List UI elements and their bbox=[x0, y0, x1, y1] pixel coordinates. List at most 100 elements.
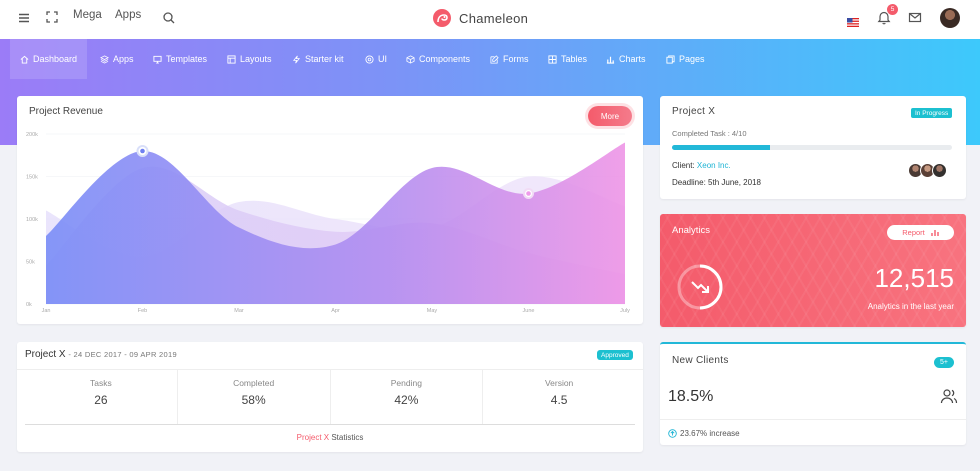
nav-item-layouts[interactable]: Layouts bbox=[227, 39, 272, 79]
fullscreen-icon[interactable] bbox=[45, 10, 59, 24]
data-point-dot bbox=[140, 148, 145, 154]
home-icon bbox=[20, 55, 29, 64]
deadline-value: 5th June, 2018 bbox=[708, 178, 761, 187]
footer-highlight[interactable]: Project X bbox=[296, 433, 330, 442]
menu-icon[interactable] bbox=[17, 11, 31, 25]
series-area bbox=[46, 142, 625, 304]
chameleon-logo-icon bbox=[432, 8, 452, 28]
analytics-title: Analytics bbox=[672, 225, 711, 236]
layers-icon bbox=[100, 54, 109, 64]
nav-item-templates[interactable]: Templates bbox=[153, 39, 207, 79]
nav-label: Components bbox=[419, 54, 471, 64]
users-icon bbox=[940, 389, 958, 404]
new-clients-card: New Clients 5+ 18.5% 23.67% increase bbox=[660, 342, 966, 445]
search-icon[interactable] bbox=[162, 11, 176, 25]
nav-label: Templates bbox=[166, 54, 208, 64]
nav-label: Tables bbox=[561, 54, 588, 64]
project-x-card: Project X In Progress Completed Task : 4… bbox=[660, 96, 966, 199]
nav-label: Forms bbox=[503, 54, 529, 64]
nav-item-ui[interactable]: UI bbox=[365, 39, 387, 79]
client-label: Client: bbox=[672, 161, 695, 170]
nav-item-apps[interactable]: Apps bbox=[100, 39, 134, 79]
project-dates: - 24 DEC 2017 - 09 APR 2019 bbox=[68, 350, 177, 359]
apps-menu-link[interactable]: Apps bbox=[115, 9, 142, 21]
nav-label: Dashboard bbox=[33, 54, 78, 64]
nav-item-dashboard[interactable]: Dashboard bbox=[10, 39, 88, 79]
notification-badge: 5 bbox=[887, 4, 898, 15]
aperture-icon bbox=[365, 54, 374, 64]
bar-chart-icon bbox=[606, 56, 615, 64]
report-button[interactable]: Report bbox=[887, 225, 954, 240]
report-label: Report bbox=[902, 228, 925, 237]
revenue-title: Project Revenue bbox=[29, 106, 103, 117]
increase-row: 23.67% increase bbox=[668, 429, 740, 438]
copy-icon bbox=[666, 54, 675, 64]
mail-icon[interactable] bbox=[908, 11, 922, 24]
flag-us-icon[interactable] bbox=[847, 14, 859, 27]
analytics-subtitle: Analytics in the last year bbox=[867, 302, 954, 311]
project-name: Project X bbox=[25, 349, 66, 360]
footer-text: Statistics bbox=[331, 433, 364, 442]
stat-tasks: Tasks 26 bbox=[25, 370, 178, 424]
nav-label: Charts bbox=[619, 54, 646, 64]
stat-completed: Completed 58% bbox=[178, 370, 331, 424]
client-row: Client: Xeon Inc. bbox=[672, 161, 731, 170]
nav-label: Layouts bbox=[240, 54, 272, 64]
nav-item-tables[interactable]: Tables bbox=[548, 39, 587, 79]
divider bbox=[17, 369, 643, 370]
progress-bar bbox=[672, 145, 952, 150]
user-avatar[interactable] bbox=[940, 8, 960, 28]
avatar[interactable] bbox=[932, 163, 947, 178]
analytics-value: 12,515 bbox=[874, 263, 954, 293]
deadline-label: Deadline: bbox=[672, 178, 706, 187]
y-tick-label: 100k bbox=[26, 217, 38, 223]
nav-item-charts[interactable]: Charts bbox=[606, 39, 646, 79]
stat-value: 26 bbox=[94, 393, 108, 407]
stat-pending: Pending 42% bbox=[331, 370, 484, 424]
nav-item-pages[interactable]: Pages bbox=[666, 39, 705, 79]
y-tick-label: 150k bbox=[26, 175, 38, 181]
new-clients-value: 18.5% bbox=[668, 388, 714, 405]
trending-down-icon bbox=[677, 264, 723, 310]
statistics-footer: Project X Statistics bbox=[17, 433, 643, 442]
nav-label: Starter kit bbox=[305, 54, 344, 64]
project-title: Project X bbox=[672, 106, 716, 117]
revenue-area-chart: 0k 50k 100k 150k 200k Jan Feb Mar Apr May June Jul… bbox=[26, 132, 630, 314]
x-tick-label: Feb bbox=[138, 308, 147, 314]
y-tick-label: 200k bbox=[26, 132, 38, 138]
x-tick-label: June bbox=[523, 308, 535, 314]
top-bar: Mega Apps Chameleon 5 bbox=[0, 0, 980, 39]
team-avatars bbox=[908, 163, 947, 178]
data-point-dot bbox=[526, 191, 531, 196]
analytics-card: Analytics Report 12,515 Analytics in the… bbox=[660, 214, 966, 327]
bar-chart-icon bbox=[931, 230, 939, 236]
nav-item-starter-kit[interactable]: Starter kit bbox=[292, 39, 344, 79]
stat-version: Version 4.5 bbox=[483, 370, 635, 424]
client-link[interactable]: Xeon Inc. bbox=[696, 161, 731, 170]
edit-icon bbox=[490, 54, 499, 64]
stat-label: Pending bbox=[390, 378, 422, 388]
nav-item-forms[interactable]: Forms bbox=[490, 39, 529, 79]
mega-menu-link[interactable]: Mega bbox=[73, 9, 102, 21]
progress-bar-fill bbox=[672, 145, 770, 150]
layout-icon bbox=[227, 54, 236, 64]
nav-label: UI bbox=[378, 54, 387, 64]
brand-name: Chameleon bbox=[459, 10, 529, 26]
new-clients-title: New Clients bbox=[672, 355, 729, 366]
stat-value: 4.5 bbox=[550, 393, 568, 407]
grid-icon bbox=[548, 54, 557, 64]
zap-icon bbox=[292, 55, 301, 63]
bell-icon[interactable] bbox=[877, 10, 891, 25]
x-tick-label: July bbox=[620, 308, 630, 314]
divider bbox=[25, 424, 635, 425]
more-button[interactable]: More bbox=[588, 106, 632, 126]
main-nav: Dashboard Apps Templates Layouts Starter… bbox=[0, 39, 980, 79]
approved-badge: Approved bbox=[597, 350, 633, 360]
divider bbox=[660, 419, 966, 420]
task-progress-label: Completed Task : 4/10 bbox=[672, 129, 747, 138]
deadline-row: Deadline: 5th June, 2018 bbox=[672, 178, 761, 187]
brand-logo[interactable]: Chameleon bbox=[432, 8, 528, 28]
nav-item-components[interactable]: Components bbox=[406, 39, 470, 79]
count-badge: 5+ bbox=[934, 357, 954, 368]
nav-label: Pages bbox=[679, 54, 705, 64]
